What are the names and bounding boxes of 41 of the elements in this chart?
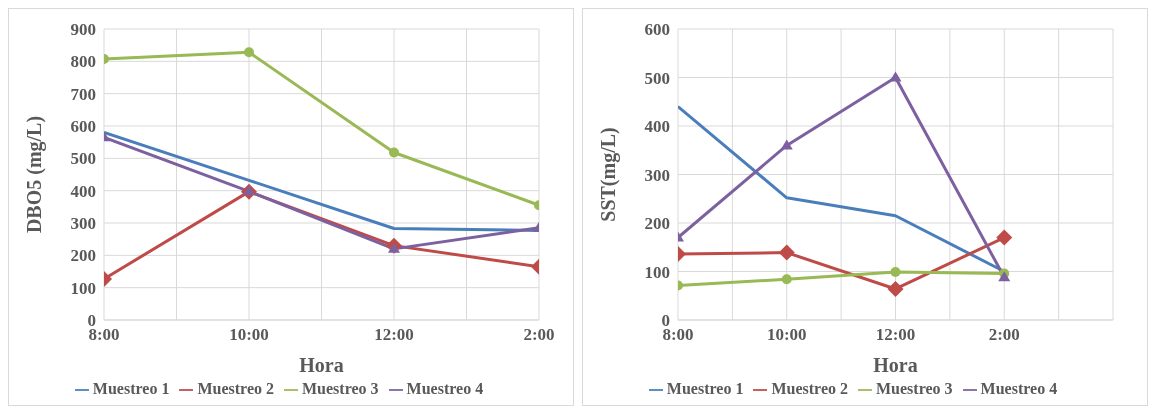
legend-label: Muestreo 4 — [980, 380, 1058, 397]
x-tick-label: 8:00 — [662, 325, 694, 345]
y-tick-label: 100 — [644, 262, 670, 282]
y-tick-label: 400 — [644, 117, 670, 137]
legend-label: Muestreo 2 — [771, 380, 848, 397]
x-tick-label: 10:00 — [229, 325, 269, 345]
y-tick-label: 700 — [70, 84, 96, 104]
y-tick-label: 600 — [644, 20, 670, 40]
y-tick-label: 500 — [644, 68, 670, 88]
x-axis-title: Hora — [299, 354, 344, 376]
legend-label: Muestreo 1 — [92, 380, 170, 397]
legend-label: Muestreo 1 — [666, 380, 744, 397]
x-tick-label: 12:00 — [374, 325, 414, 345]
x-tick-label: 2:00 — [523, 325, 555, 345]
y-tick-label: 900 — [70, 20, 96, 40]
x-tick-label: 10:00 — [766, 325, 807, 345]
y-tick-label: 100 — [70, 278, 96, 298]
point — [890, 266, 901, 277]
y-axis-title: SST(mg/L) — [597, 127, 621, 222]
y-tick-label: 800 — [70, 52, 96, 72]
y-tick-label: 200 — [70, 246, 96, 266]
point — [887, 280, 904, 297]
legend-label: Muestreo 3 — [302, 380, 379, 397]
y-tick-label: 300 — [644, 165, 670, 185]
x-tick-label: 2:00 — [988, 325, 1020, 345]
point — [781, 274, 792, 285]
legend-label: Muestreo 3 — [876, 380, 953, 397]
y-tick-label: 400 — [70, 181, 96, 201]
legend-label: Muestreo 2 — [197, 380, 274, 397]
legend-label: Muestreo 4 — [406, 380, 484, 397]
x-axis-title: Hora — [873, 354, 918, 376]
x-tick-label: 8:00 — [88, 325, 120, 345]
point — [778, 244, 795, 261]
y-tick-label: 600 — [70, 117, 96, 137]
point — [996, 229, 1013, 246]
y-tick-label: 200 — [644, 214, 670, 234]
y-tick-label: 500 — [70, 149, 96, 169]
y-tick-label: 300 — [70, 214, 96, 234]
y-axis-title: DBO5 (mg/L) — [23, 115, 47, 234]
x-tick-label: 12:00 — [875, 325, 916, 345]
point — [780, 139, 793, 150]
